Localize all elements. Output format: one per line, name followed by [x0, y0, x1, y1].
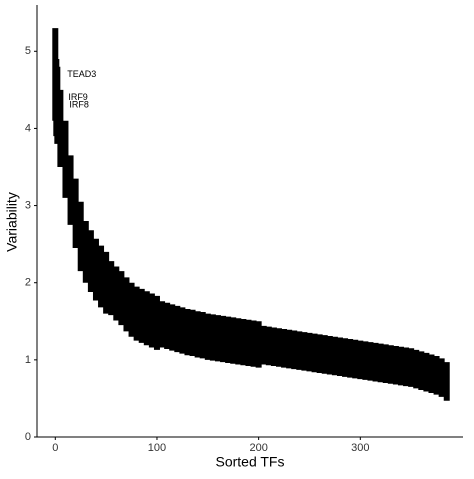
point — [398, 364, 403, 369]
y-tick-label: 2 — [25, 277, 31, 289]
point — [358, 357, 363, 362]
point — [129, 307, 134, 312]
point — [409, 365, 414, 370]
point — [165, 323, 170, 328]
y-axis-label: Variability — [4, 192, 20, 252]
point — [363, 358, 368, 363]
point — [68, 188, 73, 193]
x-tick-label: 100 — [148, 442, 166, 454]
point — [266, 343, 271, 348]
point — [139, 313, 144, 318]
point — [175, 327, 180, 331]
point — [104, 280, 109, 285]
point — [124, 302, 129, 307]
point — [180, 328, 185, 333]
point — [444, 379, 449, 384]
point — [292, 347, 297, 352]
point — [327, 353, 332, 358]
point — [337, 354, 342, 359]
point — [119, 296, 124, 301]
point — [378, 360, 383, 365]
point — [302, 349, 307, 354]
point — [226, 337, 231, 342]
point — [99, 274, 104, 279]
point — [307, 350, 312, 355]
annotation: IRF9 — [68, 92, 88, 102]
point — [88, 259, 93, 264]
point — [241, 340, 246, 345]
point — [348, 356, 353, 361]
x-tick-label: 200 — [249, 442, 267, 454]
point — [246, 340, 251, 345]
point — [434, 373, 439, 378]
point — [276, 345, 281, 350]
point — [373, 360, 378, 365]
point — [404, 364, 409, 369]
point — [134, 311, 139, 316]
point — [439, 375, 444, 380]
point — [424, 370, 429, 375]
point — [195, 332, 200, 337]
annotation: IRF8 — [69, 100, 89, 110]
point — [317, 351, 322, 356]
y-tick-label: 5 — [25, 45, 31, 57]
point — [429, 371, 434, 376]
y-tick-label: 1 — [25, 354, 31, 366]
point — [419, 368, 424, 373]
point — [256, 342, 261, 347]
y-tick-label: 3 — [25, 199, 31, 211]
x-tick-label: 0 — [52, 442, 58, 454]
point — [231, 338, 236, 343]
point — [322, 352, 327, 357]
point — [297, 348, 302, 353]
point — [343, 355, 348, 360]
point — [114, 291, 119, 296]
annotation: TEAD3 — [67, 69, 96, 79]
point — [210, 335, 215, 340]
point — [149, 318, 154, 323]
point — [160, 322, 165, 327]
point — [383, 361, 388, 366]
point — [221, 337, 226, 342]
point — [73, 211, 78, 216]
point — [353, 357, 358, 362]
point — [388, 362, 393, 367]
x-axis-label: Sorted TFs — [216, 454, 285, 470]
y-tick-label: 4 — [25, 122, 31, 134]
point — [271, 344, 276, 349]
point — [332, 354, 337, 358]
point — [205, 334, 210, 339]
point — [368, 359, 373, 364]
point — [190, 330, 195, 335]
point — [251, 341, 256, 346]
y-tick-label: 0 — [25, 431, 31, 443]
point — [261, 343, 266, 348]
point — [63, 157, 68, 162]
x-tick-label: 300 — [351, 442, 369, 454]
point — [144, 316, 149, 321]
point — [200, 333, 205, 338]
point — [78, 234, 83, 239]
point — [185, 330, 190, 335]
point — [154, 320, 159, 325]
point — [312, 350, 317, 355]
point — [215, 336, 220, 341]
point — [393, 363, 398, 368]
point — [414, 367, 419, 372]
point — [236, 339, 241, 344]
point — [58, 126, 63, 131]
point — [83, 249, 88, 254]
point — [109, 286, 114, 291]
point — [170, 325, 175, 330]
point — [282, 346, 287, 351]
point — [287, 347, 292, 352]
point — [93, 267, 98, 272]
